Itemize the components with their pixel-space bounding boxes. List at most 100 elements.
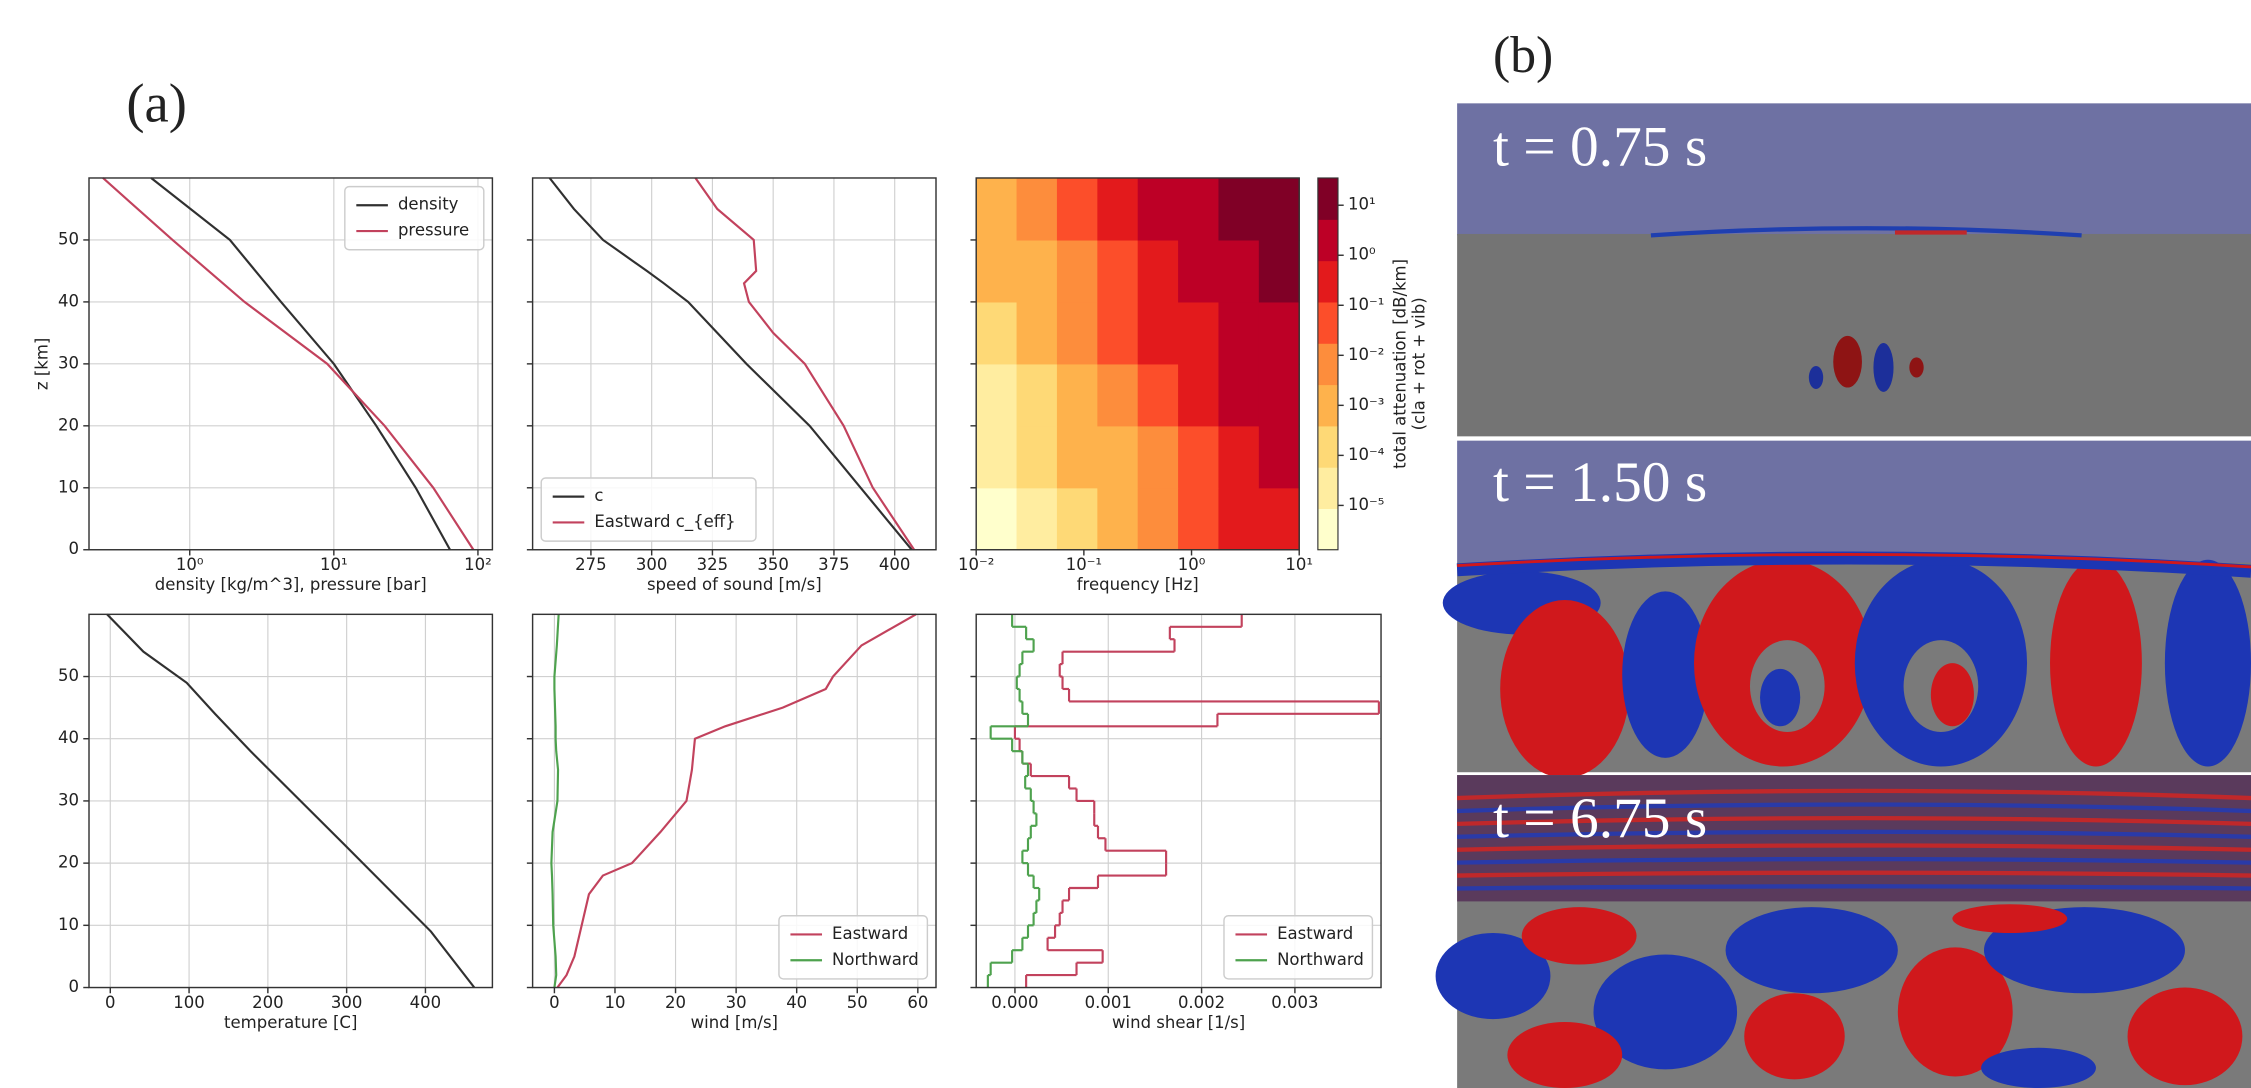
y-tick-label: 0 <box>68 539 79 558</box>
simulation-frames: t = 0.75 s t = 1.50 s t = 6.75 s <box>1435 103 2251 1088</box>
heatmap-cell <box>1016 177 1058 241</box>
y-tick-label: 30 <box>58 353 79 372</box>
wave-blob <box>1833 335 1862 388</box>
colorbar-segment <box>1317 425 1338 468</box>
heatmap-cell <box>1178 425 1220 489</box>
wave-blob <box>1622 591 1709 758</box>
wave-front <box>1457 552 2251 569</box>
heatmap-cell <box>976 239 1018 303</box>
heatmap-cell <box>1258 487 1300 551</box>
heatmap-cell <box>1218 239 1260 303</box>
y-tick-label: 30 <box>58 790 79 809</box>
x-tick-label: 300 <box>636 555 668 574</box>
ground <box>1457 233 2251 437</box>
heatmap-cell <box>1056 425 1098 489</box>
x-tick-label: 0.000 <box>991 993 1038 1012</box>
heatmap-cell <box>1258 239 1300 303</box>
wave-blob <box>1873 343 1894 392</box>
x-tick-label: 20 <box>665 993 686 1012</box>
heatmap-cell <box>1178 363 1220 427</box>
x-tick-label: 10² <box>464 555 492 574</box>
wave-blob <box>1507 1021 1623 1088</box>
wave-front <box>1456 551 2251 578</box>
heatmap-cell <box>1097 239 1139 303</box>
time-label: t = 0.75 s <box>1493 115 1707 178</box>
x-axis-label: wind [m/s] <box>691 1013 778 1032</box>
colorbar-tick-label: 10⁻³ <box>1348 395 1384 414</box>
heatmap-cell <box>1056 363 1098 427</box>
x-tick-label: 200 <box>252 993 284 1012</box>
colorbar-segment <box>1317 301 1338 344</box>
colorbar-label: total attenuation [dB/km] <box>1391 259 1410 469</box>
wave-blob <box>1593 954 1738 1070</box>
legend-box <box>1223 915 1374 980</box>
x-tick-label: 30 <box>726 993 747 1012</box>
colorbar-tick-label: 10⁻¹ <box>1348 295 1384 314</box>
legend-label: density <box>398 195 459 214</box>
x-axis-label: speed of sound [m/s] <box>647 575 822 594</box>
legend-label: Eastward <box>1277 924 1353 943</box>
y-tick-label: 10 <box>58 915 79 934</box>
x-tick-label: 40 <box>786 993 807 1012</box>
heatmap-cell <box>1056 177 1098 241</box>
heatmap-cell <box>1056 301 1098 365</box>
y-tick-label: 40 <box>58 728 79 747</box>
heatmap-cell <box>1137 301 1179 365</box>
heatmap-cell <box>1178 301 1220 365</box>
colorbar-segment <box>1317 343 1338 386</box>
x-tick-label: 375 <box>818 555 850 574</box>
legend-label: Eastward c_{eff} <box>594 512 735 532</box>
heatmap-cell <box>1218 177 1260 241</box>
wave-blob <box>1760 668 1801 727</box>
heatmap-cell <box>1016 239 1058 303</box>
colorbar-segment <box>1317 219 1338 262</box>
y-tick-label: 50 <box>58 666 79 685</box>
x-axis-label: temperature [C] <box>224 1013 357 1032</box>
legend-box <box>778 915 929 980</box>
series-line <box>556 613 917 989</box>
x-tick-label: 10⁰ <box>176 555 204 574</box>
legend-label: pressure <box>398 221 469 240</box>
heatmap-cell <box>1056 487 1098 551</box>
colorbar-tick-label: 10⁻² <box>1348 345 1384 364</box>
wave-blob <box>2050 559 2142 767</box>
x-tick-label: 10⁰ <box>1178 555 1206 574</box>
heatmap-cell <box>1097 363 1139 427</box>
heatmap-cell <box>1137 487 1179 551</box>
wave-front <box>1650 226 2082 238</box>
x-tick-label: 350 <box>757 555 789 574</box>
heatmap-cell <box>976 177 1018 241</box>
legend-box <box>540 477 757 542</box>
heatmap-cell <box>1258 177 1300 241</box>
colorbar-segment <box>1317 177 1338 220</box>
heatmap-cell <box>1178 487 1220 551</box>
heatmap-cell <box>1178 239 1220 303</box>
heatmap-cell <box>1258 425 1300 489</box>
heatmap-cell <box>1097 301 1139 365</box>
wave-blob <box>1909 357 1924 378</box>
colorbar-label: (cla + rot + vib) <box>1409 297 1428 430</box>
series-line <box>102 177 475 551</box>
y-tick-label: 40 <box>58 291 79 310</box>
colorbar-segment <box>1317 508 1338 551</box>
wave-stripes <box>1457 802 2251 891</box>
y-tick-label: 0 <box>68 977 79 996</box>
atmosphere <box>1457 103 2251 236</box>
time-label: t = 6.75 s <box>1493 787 1707 850</box>
legend-label: Northward <box>832 950 919 969</box>
heatmap-cell <box>976 301 1018 365</box>
x-tick-label: 0.002 <box>1178 993 1225 1012</box>
wave-blob <box>1435 932 1551 1020</box>
heatmap-cell <box>1056 239 1098 303</box>
legend-label: Eastward <box>832 924 908 943</box>
x-axis-label: wind shear [1/s] <box>1112 1013 1245 1032</box>
y-tick-label: 20 <box>58 415 79 434</box>
heatmap-cell <box>1097 425 1139 489</box>
legend-box <box>344 185 485 251</box>
x-tick-label: 0 <box>105 993 116 1012</box>
heatmap-cell <box>1137 177 1179 241</box>
x-tick-label: 10⁻¹ <box>1066 555 1102 574</box>
heatmap-cell <box>1016 425 1058 489</box>
